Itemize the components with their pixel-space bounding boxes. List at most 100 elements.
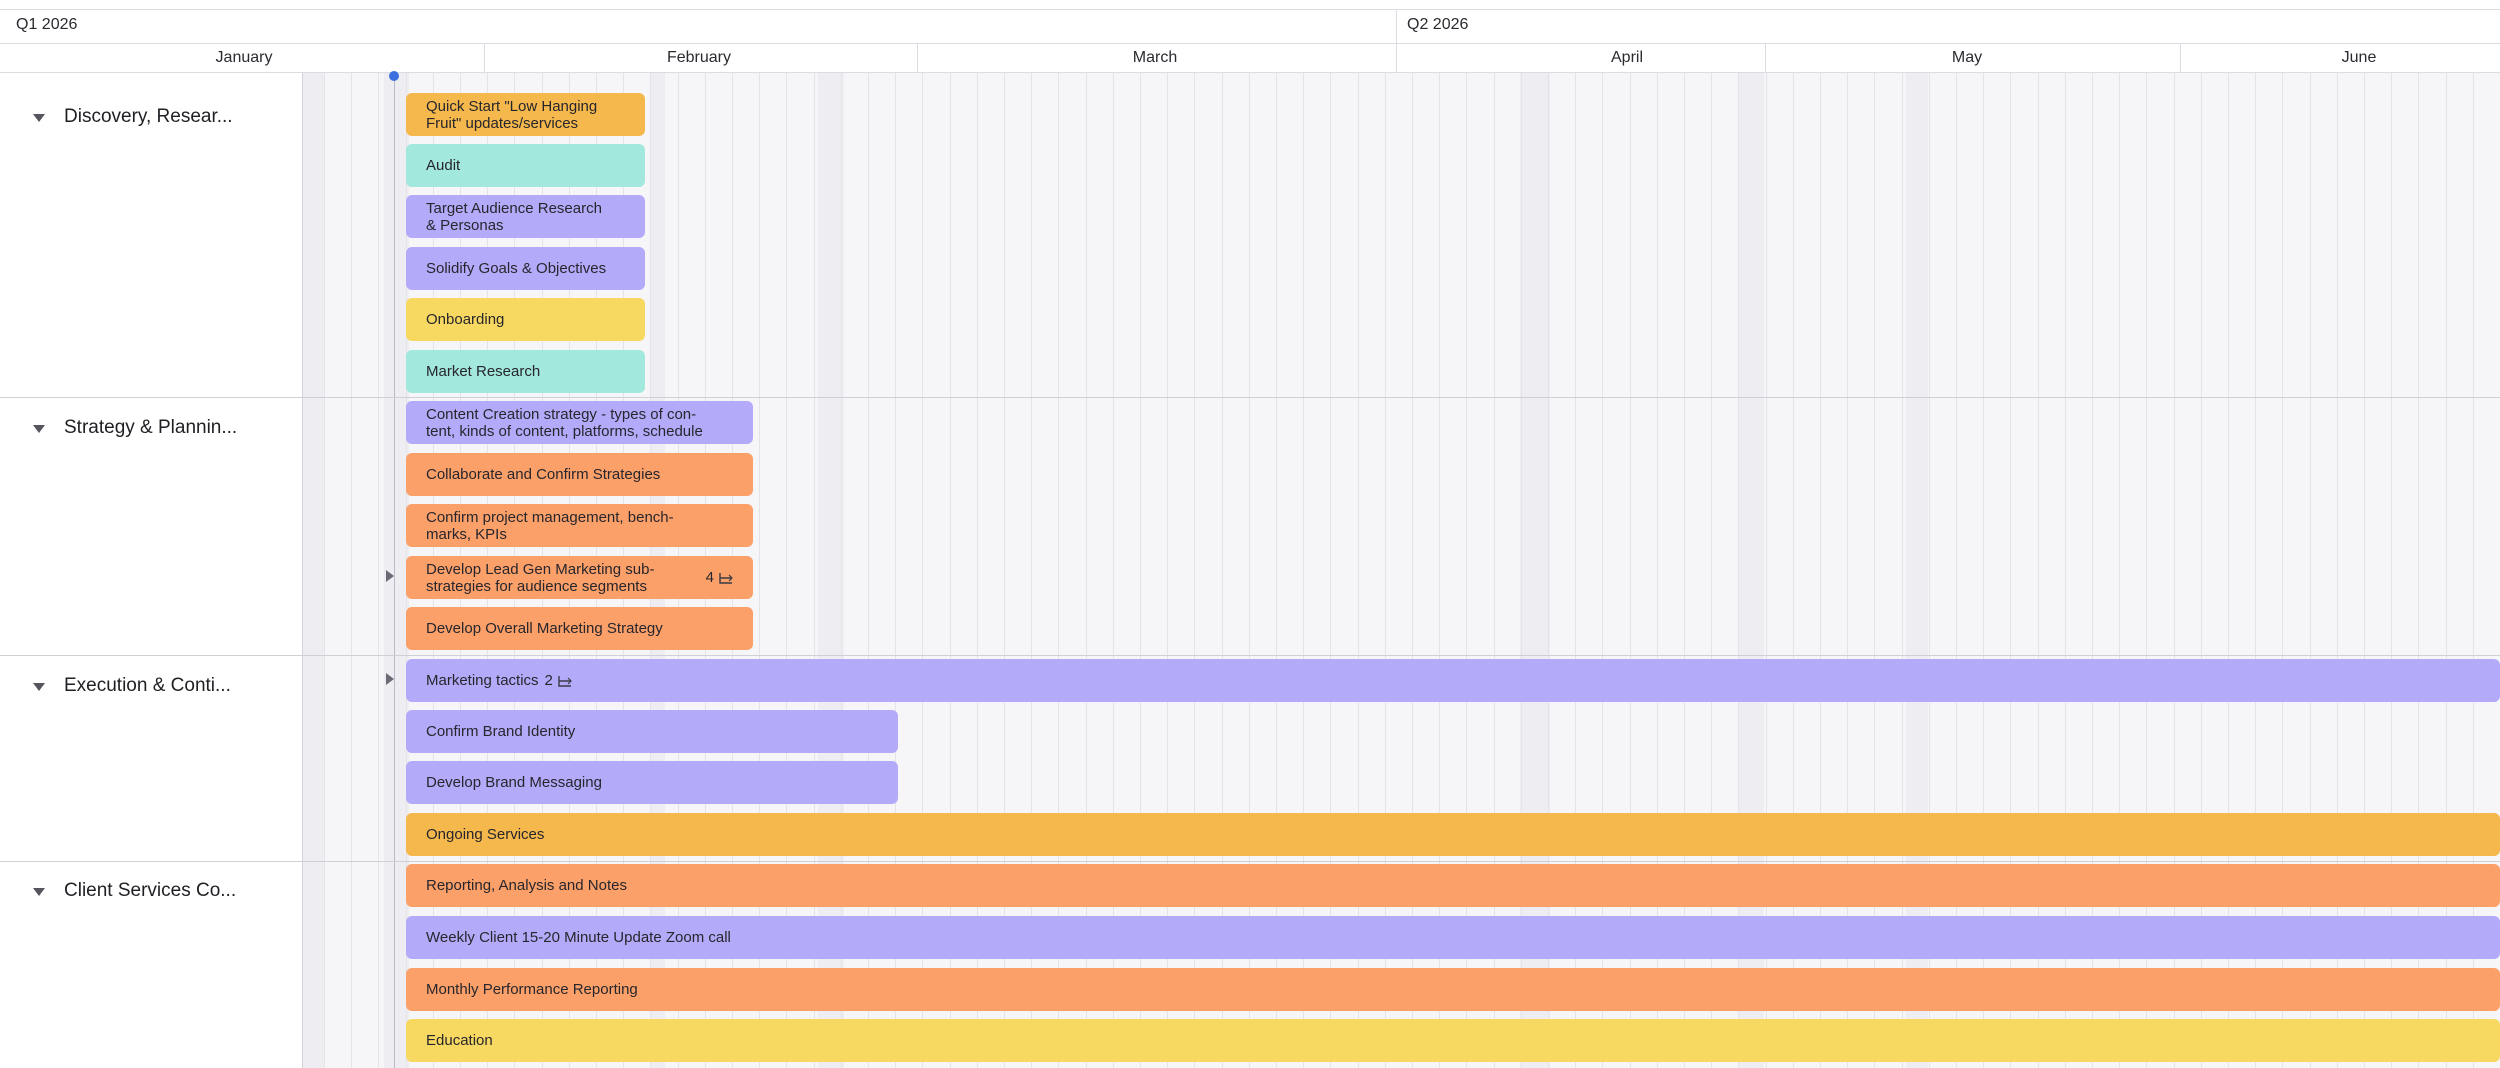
row-separator — [0, 397, 2500, 398]
grid-line — [2119, 73, 2120, 1068]
grid-line — [1113, 73, 1114, 1068]
subtask-count-value: 4 — [705, 569, 714, 586]
collapse-caret-icon[interactable] — [33, 888, 45, 896]
grid-line — [1738, 73, 1739, 1068]
month-label-april: April — [1610, 49, 1644, 66]
task-bar[interactable]: Monthly Performance Reporting — [406, 968, 2500, 1011]
grid-line — [1439, 73, 1440, 1068]
grid-line — [1711, 73, 1712, 1068]
group-panel: Discovery, Resear... Strategy & Plannin.… — [0, 73, 303, 1068]
row-separator — [0, 861, 2500, 862]
grid-line — [2364, 73, 2365, 1068]
grid-line — [1194, 73, 1195, 1068]
grid-line — [2473, 73, 2474, 1068]
grid-line — [1983, 73, 1984, 1068]
task-bar[interactable]: Confirm Brand Identity — [406, 710, 898, 753]
subtask-count-value: 2 — [544, 672, 553, 689]
collapse-caret-icon[interactable] — [33, 683, 45, 691]
grid-line — [1874, 73, 1875, 1068]
grid-line — [1630, 73, 1631, 1068]
today-marker — [389, 71, 399, 81]
task-bar[interactable]: Collaborate and Confirm Strategies — [406, 453, 753, 496]
grid-line — [2146, 73, 2147, 1068]
task-label: Education — [426, 1032, 493, 1049]
subtasks-icon — [719, 572, 733, 584]
grid-line — [1276, 73, 1277, 1068]
grid-line — [1140, 73, 1141, 1068]
task-label: Solidify Goals & Objectives — [426, 260, 607, 277]
grid-line — [324, 73, 325, 1068]
month-label-february: February — [666, 49, 732, 66]
grid-line — [2255, 73, 2256, 1068]
collapse-caret-icon[interactable] — [33, 425, 45, 433]
task-bar[interactable]: Weekly Client 15-20 Minute Update Zoom c… — [406, 916, 2500, 959]
task-bar[interactable]: Reporting, Analysis and Notes — [406, 864, 2500, 907]
group-label: Strategy & Plannin... — [64, 417, 238, 438]
grid-line — [814, 73, 815, 1068]
grid-line — [1956, 73, 1957, 1068]
month-label-may: May — [1951, 49, 1983, 66]
task-bar[interactable]: Education — [406, 1019, 2500, 1062]
grid-line — [2282, 73, 2283, 1068]
grid-line — [1058, 73, 1059, 1068]
grid-line — [841, 73, 842, 1068]
task-label: Develop Brand Messaging — [426, 774, 602, 791]
grid-line — [351, 73, 352, 1068]
grid-line — [1684, 73, 1685, 1068]
grid-line — [2337, 73, 2338, 1068]
subtasks-icon — [558, 675, 572, 687]
grid-line — [2065, 73, 2066, 1068]
grid-line — [2446, 73, 2447, 1068]
task-label: Content Creation strategy - types of con… — [426, 405, 703, 440]
weekend-shade — [302, 73, 324, 1068]
grid-line — [1494, 73, 1495, 1068]
task-bar[interactable]: Ongoing Services — [406, 813, 2500, 856]
month-label-january: January — [215, 49, 273, 66]
task-bar[interactable]: Content Creation strategy - types of con… — [406, 401, 753, 444]
grid-line — [786, 73, 787, 1068]
task-label: Weekly Client 15-20 Minute Update Zoom c… — [426, 929, 731, 946]
grid-line — [1031, 73, 1032, 1068]
task-bar[interactable]: Develop Lead Gen Marketing sub- strategi… — [406, 556, 753, 599]
grid-line — [1303, 73, 1304, 1068]
task-bar[interactable]: Develop Overall Marketing Strategy — [406, 607, 753, 650]
grid-line — [2418, 73, 2419, 1068]
task-bar[interactable]: Confirm project management, bench- marks… — [406, 504, 753, 547]
grid-line — [2174, 73, 2175, 1068]
timescale-header: Q1 2026 Q2 2026 January February March A… — [0, 0, 2500, 73]
grid-line — [378, 73, 379, 1068]
group-label: Client Services Co... — [64, 880, 237, 901]
task-bar[interactable]: Marketing tactics 2 — [406, 659, 2500, 702]
grid-line — [2092, 73, 2093, 1068]
grid-line — [2228, 73, 2229, 1068]
task-label: Confirm Brand Identity — [426, 723, 576, 740]
task-label: Confirm project management, bench- marks… — [426, 508, 674, 543]
expand-subtasks-icon[interactable] — [386, 570, 394, 582]
grid-line — [895, 73, 896, 1068]
row-separator — [0, 655, 2500, 656]
grid-line — [1820, 73, 1821, 1068]
grid-line — [1847, 73, 1848, 1068]
task-bar[interactable]: Solidify Goals & Objectives — [406, 247, 645, 290]
group-label: Execution & Conti... — [64, 675, 231, 696]
expand-subtasks-icon[interactable] — [386, 673, 394, 685]
task-bar[interactable]: Quick Start "Low Hanging Fruit" updates/… — [406, 93, 645, 136]
task-label: Onboarding — [426, 311, 505, 328]
task-bar[interactable]: Target Audience Research & Personas — [406, 195, 645, 238]
task-label: Quick Start "Low Hanging Fruit" updates/… — [426, 97, 598, 132]
grid-line — [759, 73, 760, 1068]
grid-line — [2038, 73, 2039, 1068]
task-bar[interactable]: Develop Brand Messaging — [406, 761, 898, 804]
grid-line — [1657, 73, 1658, 1068]
grid-line — [1412, 73, 1413, 1068]
grid-line — [2391, 73, 2392, 1068]
task-bar[interactable]: Audit — [406, 144, 645, 187]
task-bar[interactable]: Market Research — [406, 350, 645, 393]
collapse-caret-icon[interactable] — [33, 114, 45, 122]
task-bar[interactable]: Onboarding — [406, 298, 645, 341]
grid-line — [1167, 73, 1168, 1068]
grid-line — [1358, 73, 1359, 1068]
grid-line — [1521, 73, 1522, 1068]
grid-line — [1249, 73, 1250, 1068]
task-label: Ongoing Services — [426, 826, 545, 843]
